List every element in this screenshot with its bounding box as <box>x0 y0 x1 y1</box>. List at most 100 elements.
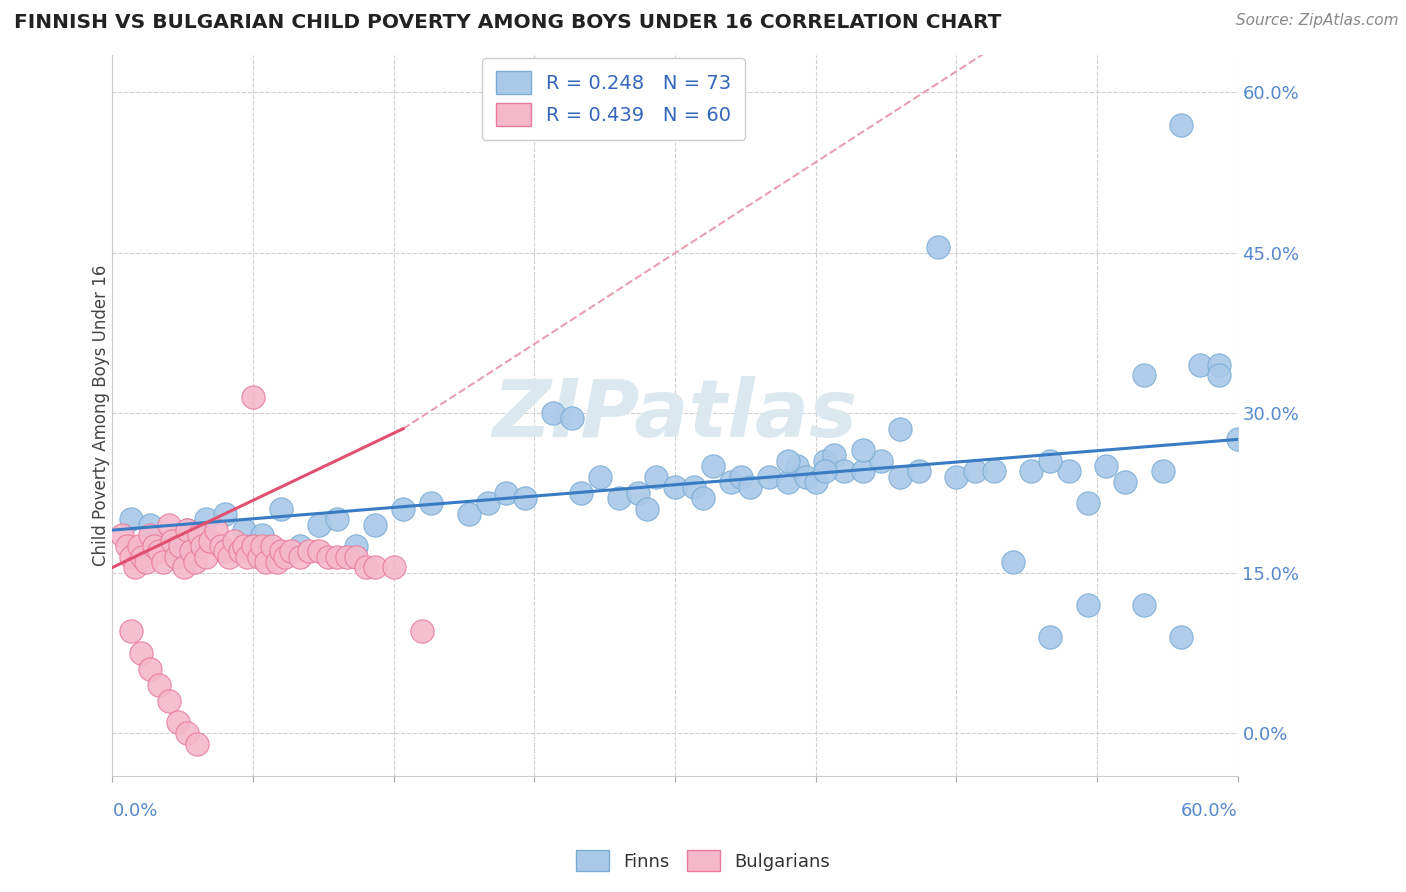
Point <box>411 624 433 639</box>
Point <box>195 549 218 564</box>
Point <box>232 523 254 537</box>
Point <box>626 485 648 500</box>
Point <box>945 469 967 483</box>
Point <box>128 539 150 553</box>
Point <box>645 469 668 483</box>
Point <box>823 449 845 463</box>
Point <box>983 464 1005 478</box>
Point <box>218 549 240 564</box>
Point <box>851 464 873 478</box>
Point <box>1208 368 1230 383</box>
Point <box>280 544 302 558</box>
Point <box>589 469 612 483</box>
Point <box>169 539 191 553</box>
Point <box>176 523 198 537</box>
Point <box>344 549 367 564</box>
Point <box>382 560 405 574</box>
Point <box>927 240 949 254</box>
Point <box>1189 358 1212 372</box>
Point <box>1057 464 1080 478</box>
Point <box>495 485 517 500</box>
Point <box>152 555 174 569</box>
Point <box>139 528 162 542</box>
Point <box>776 475 799 489</box>
Point <box>242 390 264 404</box>
Point <box>187 528 209 542</box>
Point <box>561 411 583 425</box>
Point <box>254 555 277 569</box>
Point <box>1114 475 1136 489</box>
Point <box>851 443 873 458</box>
Point <box>870 454 893 468</box>
Point <box>270 544 292 558</box>
Point <box>758 469 780 483</box>
Point <box>1021 464 1043 478</box>
Point <box>702 458 724 473</box>
Legend: R = 0.248   N = 73, R = 0.439   N = 60: R = 0.248 N = 73, R = 0.439 N = 60 <box>482 58 745 139</box>
Text: Source: ZipAtlas.com: Source: ZipAtlas.com <box>1236 13 1399 29</box>
Point <box>252 528 274 542</box>
Text: FINNISH VS BULGARIAN CHILD POVERTY AMONG BOYS UNDER 16 CORRELATION CHART: FINNISH VS BULGARIAN CHILD POVERTY AMONG… <box>14 13 1001 32</box>
Point <box>1170 118 1192 132</box>
Point <box>814 454 837 468</box>
Point <box>148 678 170 692</box>
Point <box>209 539 232 553</box>
Point <box>1152 464 1174 478</box>
Point <box>889 422 911 436</box>
Point <box>1133 368 1156 383</box>
Point <box>139 517 162 532</box>
Point <box>1001 555 1024 569</box>
Point <box>214 507 236 521</box>
Point <box>124 560 146 574</box>
Point <box>198 533 221 548</box>
Point <box>176 523 198 537</box>
Point <box>738 480 761 494</box>
Point <box>308 544 330 558</box>
Point <box>224 533 246 548</box>
Point <box>692 491 714 505</box>
Point <box>1077 598 1099 612</box>
Point <box>135 555 157 569</box>
Point <box>229 544 252 558</box>
Point <box>247 549 270 564</box>
Point <box>274 549 297 564</box>
Point <box>682 480 704 494</box>
Point <box>814 464 837 478</box>
Point <box>308 517 330 532</box>
Point <box>270 501 292 516</box>
Point <box>1170 630 1192 644</box>
Point <box>326 512 349 526</box>
Point <box>288 549 311 564</box>
Point <box>1039 454 1062 468</box>
Point <box>794 469 817 483</box>
Point <box>354 560 377 574</box>
Point <box>120 549 142 564</box>
Point <box>477 496 499 510</box>
Point <box>1208 358 1230 372</box>
Point <box>298 544 321 558</box>
Point <box>242 539 264 553</box>
Point <box>157 694 180 708</box>
Point <box>336 549 359 564</box>
Point <box>191 539 214 553</box>
Point <box>569 485 592 500</box>
Point <box>162 533 184 548</box>
Point <box>176 726 198 740</box>
Point <box>1226 433 1249 447</box>
Point <box>1133 598 1156 612</box>
Point <box>252 539 274 553</box>
Point <box>1095 458 1118 473</box>
Point <box>908 464 931 478</box>
Point <box>165 549 187 564</box>
Point <box>1077 496 1099 510</box>
Point <box>167 715 190 730</box>
Point <box>316 549 339 564</box>
Text: 0.0%: 0.0% <box>112 802 157 821</box>
Point <box>364 560 387 574</box>
Point <box>173 560 195 574</box>
Point <box>148 544 170 558</box>
Point <box>776 454 799 468</box>
Point <box>204 523 226 537</box>
Point <box>1039 630 1062 644</box>
Point <box>266 555 288 569</box>
